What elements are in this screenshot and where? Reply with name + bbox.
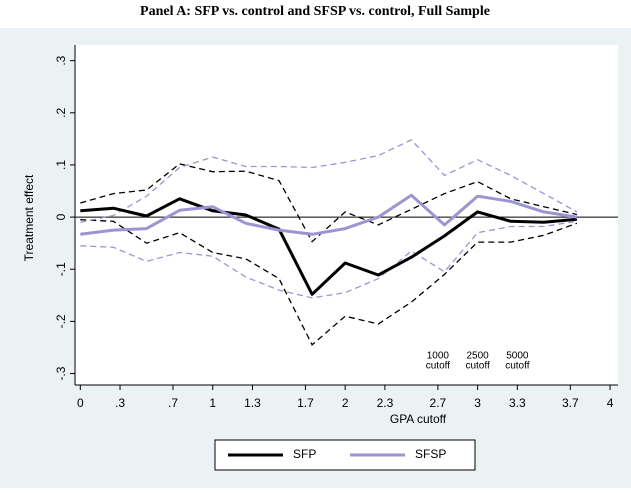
legend-label: SFSP	[415, 447, 446, 461]
legend-label: SFP	[293, 447, 316, 461]
y-tick-label: -.3	[54, 366, 68, 380]
annotation: cutoff	[465, 361, 489, 372]
ci-line	[80, 219, 578, 346]
x-tick-label: 3.3	[509, 396, 526, 410]
y-tick-label: .3	[54, 55, 68, 65]
series-line	[80, 193, 578, 236]
x-tick-label: 1.7	[297, 396, 314, 410]
annotation: 1000	[427, 351, 450, 362]
series-line	[80, 197, 578, 296]
y-axis-label: Treatment effect	[22, 174, 36, 261]
x-tick-label: 1.3	[244, 396, 261, 410]
plot-area	[75, 45, 618, 385]
y-tick-label: .1	[54, 160, 68, 170]
x-axis-label: GPA cutoff	[390, 412, 447, 426]
ci-line	[80, 163, 578, 243]
x-tick-label: 2.3	[377, 396, 394, 410]
annotation: 5000	[506, 351, 529, 362]
chart-title: Panel A: SFP vs. control and SFSP vs. co…	[140, 4, 490, 19]
x-tick-label: 1	[209, 396, 216, 410]
annotation: cutoff	[426, 361, 450, 372]
y-tick-label: -.1	[54, 262, 68, 276]
x-tick-label: 0	[77, 396, 84, 410]
x-tick-label: .7	[168, 396, 178, 410]
annotation: cutoff	[505, 361, 529, 372]
y-tick-label: -.2	[54, 314, 68, 328]
x-tick-label: 2	[342, 396, 349, 410]
y-tick-label: .2	[54, 107, 68, 117]
x-tick-label: 4	[607, 396, 614, 410]
ci-line	[80, 139, 578, 223]
x-tick-label: 3.7	[562, 396, 579, 410]
annotation: 2500	[466, 351, 489, 362]
y-tick-label: 0	[54, 213, 68, 220]
ci-line	[80, 220, 578, 299]
x-tick-label: .3	[115, 396, 125, 410]
x-tick-label: 3	[474, 396, 481, 410]
x-tick-label: 2.7	[430, 396, 447, 410]
